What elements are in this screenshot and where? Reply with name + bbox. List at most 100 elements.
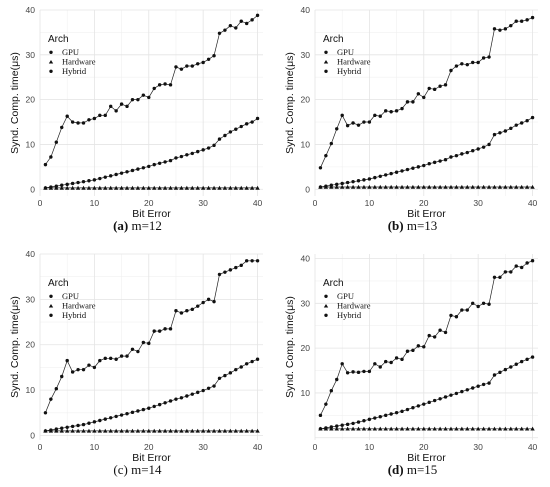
data-point-gpu <box>223 270 227 274</box>
data-point-gpu <box>250 259 254 263</box>
data-point-hardware <box>157 428 162 433</box>
y-axis-label: Synd. Comp. time(μs) <box>9 296 21 398</box>
data-point-hardware <box>361 184 367 189</box>
grid <box>314 254 538 440</box>
data-point-gpu <box>141 340 146 345</box>
data-point-hybrid <box>411 406 415 410</box>
data-point-gpu <box>185 309 189 313</box>
data-point-hybrid <box>87 421 91 425</box>
data-point-gpu <box>54 140 59 144</box>
data-point-gpu <box>329 388 334 393</box>
data-point-hardware <box>146 428 151 433</box>
data-point-hybrid <box>443 395 448 399</box>
data-point-hardware <box>179 428 184 433</box>
legend-marker-circle <box>49 69 53 74</box>
data-point-gpu <box>509 270 513 274</box>
data-point-gpu <box>509 23 513 28</box>
y-axis-label: Synd. Comp. time(μs) <box>284 52 296 154</box>
data-point-hybrid <box>196 149 200 154</box>
data-point-hybrid <box>416 165 421 169</box>
data-point-gpu <box>394 109 399 113</box>
data-point-hybrid <box>49 185 53 189</box>
data-point-hardware <box>103 428 108 433</box>
data-point-hardware <box>345 184 350 189</box>
data-point-gpu <box>87 363 91 367</box>
data-point-hardware <box>146 185 151 190</box>
data-point-gpu <box>519 265 524 270</box>
data-point-gpu <box>60 374 64 379</box>
legend-label-gpu: GPU <box>337 291 354 301</box>
legend-label-hybrid: Hybrid <box>62 310 87 320</box>
y-tick-label: 40 <box>301 5 311 15</box>
data-point-hardware <box>135 428 141 433</box>
data-point-hardware <box>162 185 168 190</box>
data-point-hybrid <box>443 157 448 162</box>
x-axis-label: Bit Error <box>132 452 171 464</box>
data-point-gpu <box>136 97 140 102</box>
data-point-gpu <box>147 95 151 100</box>
data-point-hybrid <box>239 124 243 129</box>
data-point-hybrid <box>190 151 194 156</box>
caption-a: (a) m=12 <box>0 218 275 234</box>
data-point-gpu <box>130 97 135 102</box>
data-point-hybrid <box>432 398 437 403</box>
chart-a: 0 10 20 30 40 0 10 20 30 40 Bit Error Synd. Comp. t… <box>9 5 263 220</box>
data-point-gpu <box>223 28 227 32</box>
series-line-hybrid <box>45 118 258 189</box>
data-point-gpu <box>141 93 146 97</box>
data-point-hardware <box>157 185 162 190</box>
y-tick-label: 10 <box>26 139 36 149</box>
data-point-hardware <box>141 185 146 190</box>
data-point-gpu <box>239 19 243 23</box>
data-point-hardware <box>514 426 519 431</box>
data-point-hardware <box>421 426 426 431</box>
caption-label-a: m=12 <box>131 218 162 233</box>
data-point-gpu <box>471 301 475 306</box>
data-point-hardware <box>152 428 157 433</box>
y-tick-label: 20 <box>26 340 36 350</box>
data-point-gpu <box>109 356 113 361</box>
data-point-hardware <box>427 426 432 431</box>
data-point-hardware <box>427 184 432 189</box>
data-point-gpu <box>519 19 524 23</box>
data-point-hybrid <box>471 149 475 153</box>
data-point-gpu <box>367 120 372 124</box>
data-point-gpu <box>217 31 222 36</box>
data-point-hardware <box>206 185 211 190</box>
data-point-hybrid <box>438 159 442 163</box>
data-point-hybrid <box>422 163 426 168</box>
legend-marker-circle <box>324 313 328 317</box>
chart-b: 0 10 20 30 40 0 10 20 30 40 Bit Error Synd. Comp. t… <box>284 5 538 220</box>
data-point-hardware <box>86 428 92 433</box>
data-point-hardware <box>519 184 524 189</box>
data-point-hybrid <box>329 425 334 429</box>
legend-marker-triangle <box>48 60 54 64</box>
data-point-hardware <box>339 426 345 431</box>
data-point-hardware <box>459 184 465 189</box>
series-line-hybrid <box>45 358 258 432</box>
data-point-hardware <box>443 184 448 189</box>
data-point-hybrid <box>201 148 205 152</box>
chart-c: 0 10 20 30 40 0 10 20 30 40 Bit Error Synd. Comp. t… <box>9 249 263 464</box>
data-point-gpu <box>492 27 497 31</box>
data-point-hybrid <box>141 407 146 412</box>
data-point-hardware <box>432 426 437 431</box>
data-point-hardware <box>394 184 399 189</box>
y-tick-label: 20 <box>301 95 311 105</box>
x-tick-label: 20 <box>419 198 429 208</box>
data-point-gpu <box>340 362 344 366</box>
data-point-hardware <box>481 184 486 189</box>
y-tick-label: 10 <box>301 388 311 398</box>
legend-label-hybrid: Hybrid <box>337 310 362 320</box>
data-point-hardware <box>59 428 64 433</box>
data-point-hybrid <box>109 174 113 178</box>
x-tick-label: 10 <box>365 198 375 208</box>
data-point-gpu <box>179 67 184 71</box>
x-tick-label: 0 <box>38 198 43 208</box>
data-point-hybrid <box>525 119 529 123</box>
data-point-hardware <box>334 184 339 189</box>
x-tick-label: 10 <box>90 198 100 208</box>
data-point-gpu <box>422 345 426 349</box>
data-point-gpu <box>530 15 535 20</box>
caption-letter-c: (c) <box>113 462 128 477</box>
